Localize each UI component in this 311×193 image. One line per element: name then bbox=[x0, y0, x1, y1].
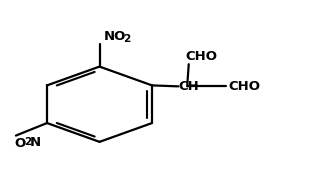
Text: NO: NO bbox=[104, 30, 127, 43]
Text: 2: 2 bbox=[123, 34, 130, 44]
Text: 2: 2 bbox=[24, 137, 31, 147]
Text: CHO: CHO bbox=[186, 50, 218, 63]
Text: CHO: CHO bbox=[229, 80, 261, 93]
Text: O: O bbox=[14, 137, 26, 150]
Text: CH: CH bbox=[179, 80, 199, 93]
Text: N: N bbox=[30, 136, 41, 149]
